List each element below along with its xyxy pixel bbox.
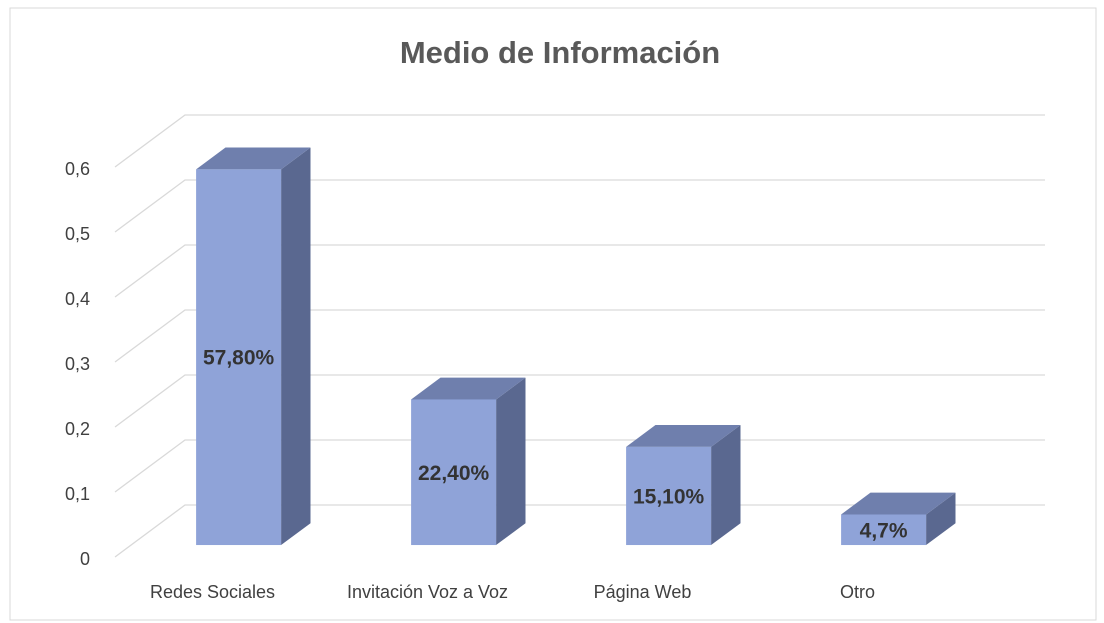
- bar-top: [196, 147, 311, 170]
- y-tick-label: 0,4: [65, 289, 90, 309]
- chart-title: Medio de Información: [400, 35, 720, 70]
- grid-line: [114, 374, 1045, 428]
- grid-line: [114, 309, 1045, 363]
- data-label: 22,40%: [418, 462, 490, 485]
- x-tick-label: Redes Sociales: [150, 582, 275, 602]
- bar-side: [926, 492, 956, 546]
- x-tick-label: Otro: [840, 582, 875, 602]
- data-label: 15,10%: [633, 486, 705, 509]
- x-tick-label: Invitación Voz a Voz: [347, 582, 508, 602]
- bar: [411, 399, 497, 546]
- bar-side: [281, 147, 311, 546]
- x-tick-label: Página Web: [594, 582, 692, 602]
- y-tick-label: 0: [80, 549, 90, 569]
- grid-line: [114, 504, 1045, 558]
- y-tick-label: 0,5: [65, 224, 90, 244]
- y-tick-label: 0,2: [65, 419, 90, 439]
- bar-top: [411, 377, 526, 400]
- data-label: 4,7%: [860, 519, 908, 542]
- grid-line: [114, 244, 1045, 298]
- bar-top: [626, 425, 741, 447]
- y-tick-label: 0,1: [65, 484, 90, 504]
- y-tick-label: 0,3: [65, 354, 90, 374]
- data-label: 57,80%: [203, 347, 275, 370]
- grid-line: [114, 439, 1045, 493]
- y-tick-label: 0,6: [65, 159, 90, 179]
- bar-side: [496, 377, 526, 546]
- grid-line: [114, 179, 1045, 233]
- bar-side: [711, 425, 741, 546]
- bar: [196, 169, 282, 546]
- grid-line: [114, 114, 1045, 168]
- bar: [841, 514, 927, 546]
- bar: [626, 446, 712, 546]
- bar-top: [841, 492, 956, 515]
